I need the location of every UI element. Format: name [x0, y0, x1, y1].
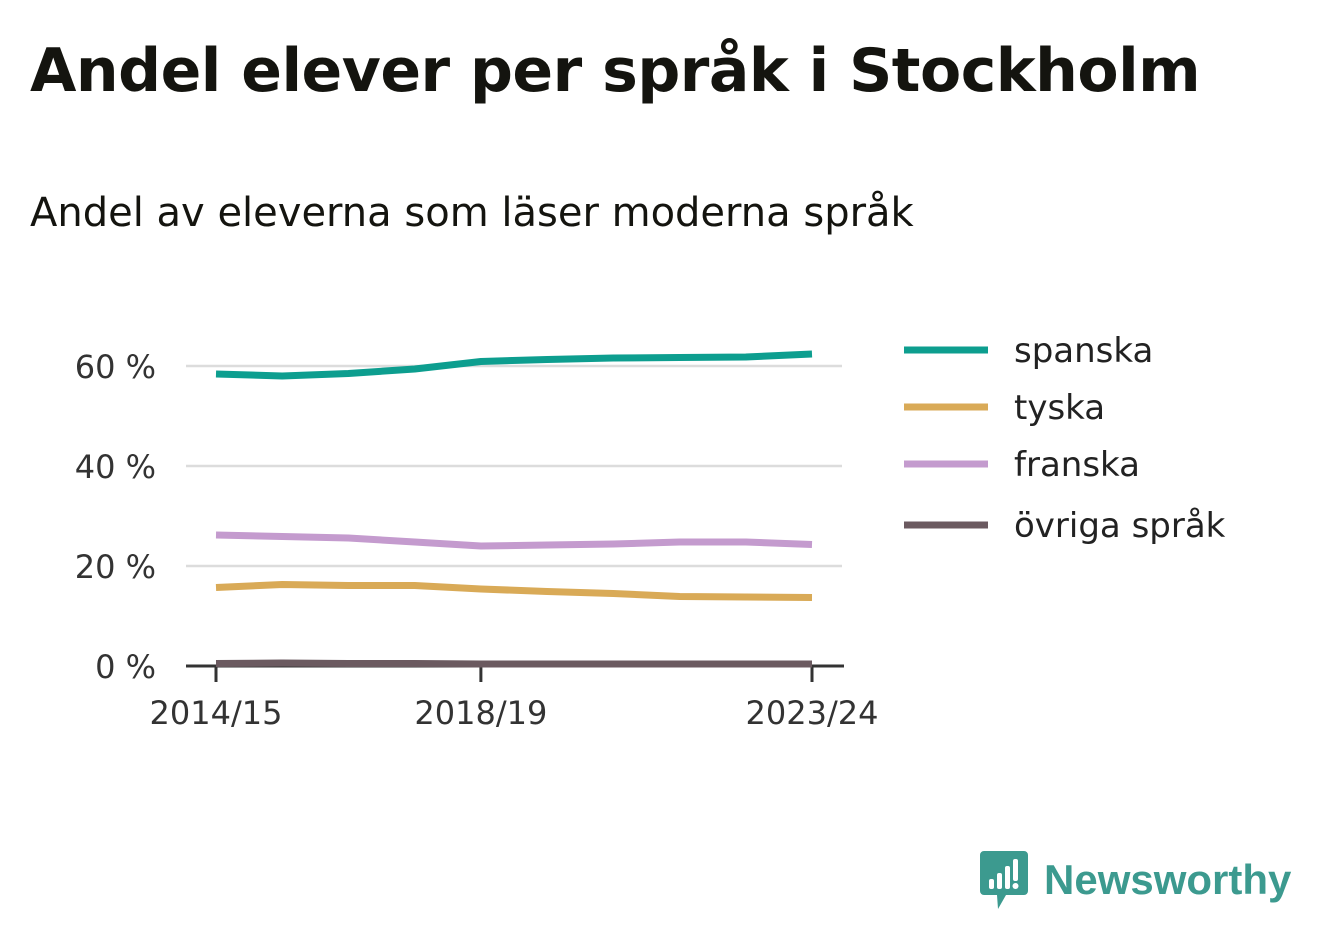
- x-tick-label: 2023/24: [746, 694, 879, 732]
- series-line-3: [215, 659, 812, 668]
- legend-label: tyska: [1014, 388, 1105, 428]
- legend-label: spanska: [1014, 331, 1153, 371]
- legend-label: övriga språk: [1014, 506, 1226, 546]
- brand-name: Newsworthy: [1044, 856, 1292, 903]
- chart-subtitle: Andel av eleverna som läser moderna språ…: [30, 190, 914, 236]
- y-tick-label: 60 %: [75, 348, 156, 386]
- y-tick-label: 0 %: [95, 648, 156, 686]
- brand: Newsworthy: [980, 848, 1291, 912]
- series-line-2: [215, 531, 813, 550]
- chart-title: Andel elever per språk i Stockholm: [30, 36, 1201, 106]
- line-chart: 0 % 20 % 40 % 60 % 2014/15 2018/19 2023/24 span…: [75, 331, 1226, 732]
- newsworthy-logo-icon: [980, 851, 1028, 909]
- x-tick-label: 2014/15: [150, 694, 283, 732]
- y-tick-label: 40 %: [75, 448, 156, 486]
- legend-label: franska: [1014, 445, 1140, 485]
- series-line-1: [215, 581, 813, 601]
- series-line-0: [215, 350, 813, 380]
- x-tick-label: 2018/19: [414, 694, 547, 732]
- y-tick-label: 20 %: [75, 548, 156, 586]
